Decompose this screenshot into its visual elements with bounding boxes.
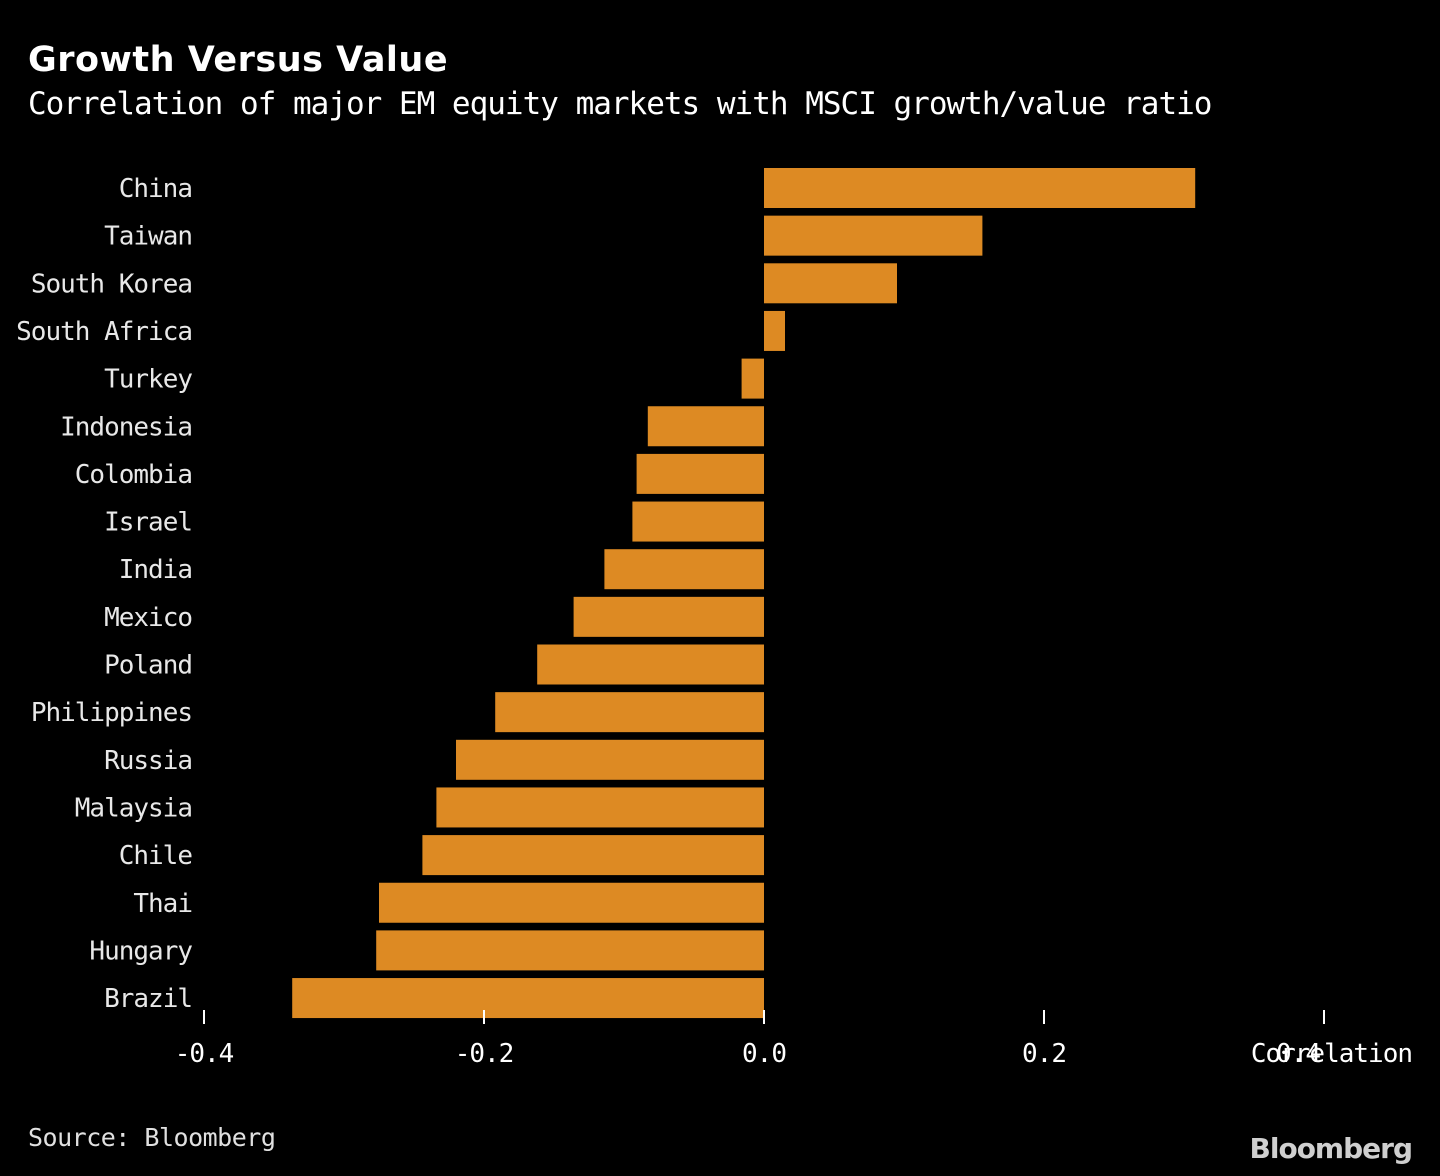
category-label: Thai bbox=[133, 889, 192, 919]
source-note: Source: Bloomberg bbox=[28, 1123, 276, 1152]
category-label: Taiwan bbox=[104, 222, 192, 252]
category-label: Chile bbox=[119, 841, 193, 871]
bar-mexico bbox=[573, 596, 764, 637]
bar-turkey bbox=[741, 358, 764, 399]
category-label: Indonesia bbox=[60, 412, 192, 442]
category-label: Mexico bbox=[104, 603, 192, 633]
x-tick-label: 0.0 bbox=[742, 1039, 786, 1069]
bar-indonesia bbox=[647, 406, 764, 447]
category-label: Brazil bbox=[104, 984, 192, 1014]
x-tick-label: -0.2 bbox=[455, 1039, 514, 1069]
category-label: China bbox=[119, 174, 192, 204]
x-axis-label: Correlation bbox=[1251, 1039, 1412, 1069]
bar-russia bbox=[456, 739, 764, 780]
bar-brazil bbox=[292, 978, 764, 1019]
category-label: Russia bbox=[104, 746, 192, 776]
x-tick-label: 0.2 bbox=[1022, 1039, 1066, 1069]
bar-colombia bbox=[636, 453, 764, 494]
category-label: South Africa bbox=[16, 317, 192, 347]
bar-philippines bbox=[495, 692, 764, 733]
bar-malaysia bbox=[436, 787, 764, 828]
bar-india bbox=[604, 549, 764, 590]
brand-logo: Bloomberg bbox=[1249, 1132, 1413, 1165]
bar-china bbox=[764, 168, 1196, 208]
bar-south-africa bbox=[764, 310, 785, 351]
chart-title: Growth Versus Value bbox=[28, 40, 449, 80]
category-label: Colombia bbox=[75, 460, 192, 490]
category-label: Turkey bbox=[104, 365, 192, 395]
bar-israel bbox=[632, 501, 764, 542]
category-label: Hungary bbox=[89, 936, 192, 966]
bar-hungary bbox=[376, 930, 764, 971]
bar-south-korea bbox=[764, 263, 897, 304]
category-label: India bbox=[119, 555, 192, 585]
x-tick-label: 0.4 bbox=[1276, 1039, 1320, 1069]
bar-chile bbox=[422, 835, 764, 876]
category-label: South Korea bbox=[31, 269, 192, 299]
category-label: Poland bbox=[104, 651, 192, 681]
bar-chart: China Taiwan South Korea South Africa Turkey… bbox=[16, 168, 1413, 1069]
category-label: Israel bbox=[104, 508, 192, 538]
category-label: Malaysia bbox=[75, 793, 192, 823]
bar-thai bbox=[379, 882, 764, 923]
bar-poland bbox=[537, 644, 764, 685]
bar-taiwan bbox=[764, 215, 983, 256]
category-label: Philippines bbox=[31, 698, 192, 728]
chart-subtitle: Correlation of major EM equity markets w… bbox=[28, 86, 1212, 122]
x-tick-label: -0.4 bbox=[175, 1039, 234, 1069]
